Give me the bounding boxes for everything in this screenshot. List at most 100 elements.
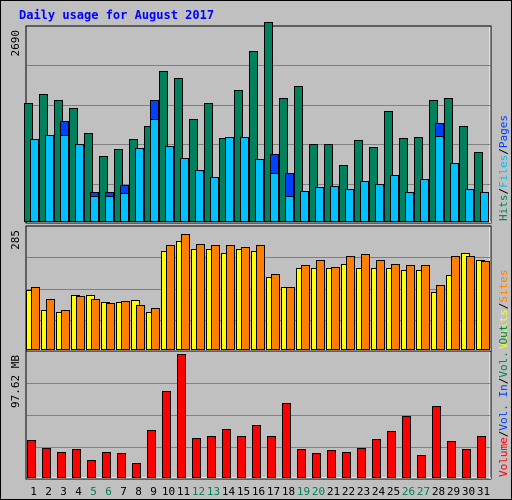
bar-sites-day-21 [331, 267, 340, 350]
bar-volume-day-8 [132, 463, 141, 478]
legend-separator: / [497, 188, 510, 195]
bar-volume-day-23 [357, 448, 366, 478]
bar-files-day-5 [90, 196, 99, 222]
bar-files-day-18 [285, 196, 294, 222]
bar-files-day-16 [255, 159, 264, 222]
legend-entry-visits: Visits [497, 309, 510, 349]
chart-title: Daily usage for August 2017 [19, 8, 215, 22]
bar-sites-day-22 [346, 256, 355, 350]
bar-files-day-22 [345, 189, 354, 222]
bar-files-day-6 [105, 196, 114, 222]
bar-sites-day-9 [151, 308, 160, 350]
x-tick-label: 10 [162, 485, 175, 498]
bar-volume-day-6 [102, 452, 111, 478]
x-tick-label: 29 [447, 485, 460, 498]
bar-hits-day-18 [279, 98, 288, 222]
x-tick-label: 27 [417, 485, 430, 498]
bar-hits-day-19 [294, 86, 303, 222]
x-tick-label: 15 [237, 485, 250, 498]
bar-volume-day-1 [27, 440, 36, 478]
x-tick-label: 24 [372, 485, 386, 498]
x-tick-label: 25 [387, 485, 400, 498]
x-tick-label: 2 [45, 485, 52, 498]
bar-sites-day-2 [46, 299, 55, 350]
x-tick-label: 5 [90, 485, 97, 498]
bar-sites-day-8 [136, 305, 145, 350]
bar-files-day-3 [60, 135, 69, 222]
bar-volume-day-12 [192, 438, 201, 478]
y-max-label: 97.62 MB [9, 355, 22, 408]
legend-hits_files_pages: Hits/Files/Pages [497, 115, 510, 221]
bar-volume-day-22 [342, 452, 351, 478]
bar-volume-day-3 [57, 452, 66, 478]
bar-sites-day-16 [256, 245, 265, 350]
legend-entry-vol-out: Vol. Out [497, 325, 510, 378]
bar-sites-day-7 [121, 301, 130, 350]
bar-files-day-14 [225, 137, 234, 222]
legend-separator: / [497, 378, 510, 385]
bar-files-day-17 [270, 173, 279, 222]
bar-files-day-29 [450, 163, 459, 222]
bar-volume-day-15 [237, 436, 246, 478]
bar-files-day-8 [135, 148, 144, 222]
bar-files-day-24 [375, 184, 384, 222]
bar-files-day-30 [465, 189, 474, 222]
x-tick-label: 30 [462, 485, 475, 498]
bar-sites-day-27 [421, 265, 430, 350]
bar-files-day-1 [30, 139, 39, 222]
legend-separator: / [497, 148, 510, 155]
x-tick-label: 1 [30, 485, 37, 498]
bar-files-day-20 [315, 187, 324, 222]
y-max-label: 285 [9, 230, 22, 250]
legend-entry-pages: Pages [497, 115, 510, 148]
bar-files-day-28 [435, 136, 444, 222]
bar-sites-day-19 [301, 265, 310, 350]
bar-hits-day-20 [309, 144, 318, 222]
bar-files-day-15 [240, 137, 249, 222]
bar-files-day-9 [150, 119, 159, 222]
x-tick-label: 4 [75, 485, 82, 498]
x-tick-label: 11 [177, 485, 190, 498]
x-tick-label: 6 [105, 485, 112, 498]
x-tick-label: 7 [120, 485, 127, 498]
bar-sites-day-17 [271, 274, 280, 350]
x-tick-label: 31 [477, 485, 490, 498]
bar-sites-day-30 [466, 256, 475, 350]
bar-sites-day-26 [406, 265, 415, 350]
bar-sites-day-11 [181, 234, 190, 350]
bar-volume-day-24 [372, 439, 381, 478]
bar-files-day-7 [120, 193, 129, 222]
y-max-label: 2690 [9, 30, 22, 57]
bar-files-day-11 [180, 158, 189, 222]
bar-hits-day-30 [459, 126, 468, 222]
bar-files-day-19 [300, 191, 309, 222]
bar-files-day-26 [405, 192, 414, 222]
bar-files-day-4 [75, 144, 84, 222]
bar-hits-day-5 [84, 133, 93, 222]
x-tick-label: 22 [342, 485, 355, 498]
x-tick-label: 18 [282, 485, 295, 498]
bar-files-day-13 [210, 177, 219, 222]
x-tick-label: 13 [207, 485, 220, 498]
bar-volume-day-7 [117, 453, 126, 478]
x-tick-label: 12 [192, 485, 205, 498]
x-tick-label: 17 [267, 485, 280, 498]
bar-hits-day-21 [324, 144, 333, 222]
bar-hits-day-26 [399, 138, 408, 222]
bar-volume-day-9 [147, 430, 156, 478]
x-tick-label: 20 [312, 485, 325, 498]
panel-visits_sites: 285 Visits/Sites [9, 225, 510, 352]
bar-volume-day-31 [477, 436, 486, 478]
bar-files-day-21 [330, 186, 339, 222]
bar-hits-day-17 [264, 22, 273, 222]
x-tick-label: 26 [402, 485, 415, 498]
legend-visits_sites: Visits/Sites [497, 270, 510, 350]
bar-files-day-27 [420, 179, 429, 222]
legend-separator: / [497, 431, 510, 438]
bar-volume-day-21 [327, 450, 336, 478]
bar-volume-day-25 [387, 431, 396, 478]
bar-sites-day-14 [226, 245, 235, 350]
bar-volume-day-30 [462, 449, 471, 478]
bar-sites-day-29 [451, 256, 460, 350]
